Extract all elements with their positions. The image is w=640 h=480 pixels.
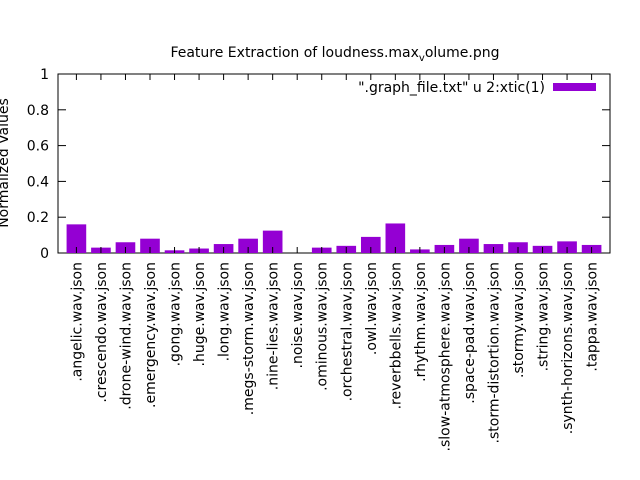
bar (238, 238, 258, 253)
x-tick-label: .megs-storm.wav.json (241, 262, 257, 415)
x-tick-label: .ominous.wav.json (315, 262, 331, 391)
bar (360, 236, 381, 253)
bar (459, 238, 479, 253)
x-tick-label: .angelic.wav.json (69, 262, 85, 382)
x-tick-label: .huge.wav.json (192, 262, 208, 366)
x-tick-label: .string.wav.json (536, 262, 552, 371)
x-tick-label: .noise.wav.json (290, 262, 306, 368)
x-axis: .angelic.wav.json .crescendo.wav.json .dro… (69, 74, 601, 451)
legend: ".graph_file.txt" u 2:xtic(1) (358, 80, 596, 96)
y-tick-label: 0.6 (27, 139, 49, 155)
y-axis: 0 0.2 0.4 0.6 0.8 1 (27, 67, 610, 262)
plot-frame (57, 73, 611, 254)
plot-border (57, 73, 611, 254)
y-tick-label: 0.2 (27, 210, 49, 226)
x-tick-label: .space-pad.wav.json (462, 262, 478, 404)
bar (385, 223, 406, 253)
x-tick-label: .drone-wind.wav.json (118, 262, 134, 410)
x-tick-label: .rhythm.wav.json (413, 262, 429, 382)
x-tick-label: .nine-lies.wav.json (266, 262, 282, 390)
legend-swatch (553, 83, 596, 91)
legend-entry-label: ".graph_file.txt" u 2:xtic(1) (358, 80, 545, 96)
y-tick-label: 0 (40, 246, 49, 262)
x-tick-label: .long.wav.json (217, 262, 233, 361)
x-tick-label: .storm-distortion.wav.json (486, 262, 502, 443)
x-tick-label: .stormy.wav.json (511, 262, 527, 378)
x-tick-label: .owl.wav.json (364, 262, 380, 355)
x-tick-label: .slow-atmosphere.wav.json (437, 262, 453, 451)
y-axis-label: Normalized Values (0, 98, 12, 228)
y-tick-label: 1 (40, 67, 49, 83)
x-tick-label: .crescendo.wav.json (94, 262, 110, 403)
bar (262, 230, 283, 253)
x-tick-label: .gong.wav.json (168, 262, 184, 366)
bars (66, 223, 602, 253)
x-tick-label: .reverbbells.wav.json (388, 262, 404, 409)
x-tick-label: .emergency.wav.json (143, 262, 159, 408)
y-tick-label: 0.8 (27, 103, 49, 119)
bar (140, 238, 160, 253)
x-tick-label: .orchestral.wav.json (339, 262, 355, 401)
y-tick-label: 0.4 (27, 174, 49, 190)
x-tick-label: .tappa.wav.json (585, 262, 601, 372)
bar (66, 224, 87, 253)
chart-title: Feature Extraction of loudness.maxvolume… (170, 45, 499, 64)
x-tick-label: .synth-horizons.wav.json (560, 262, 576, 434)
